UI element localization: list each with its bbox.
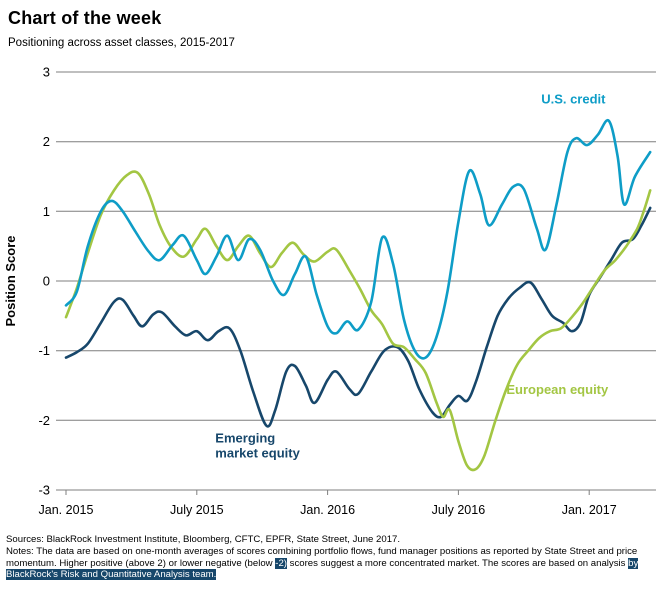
x-tick-label: Jan. 2015 (39, 503, 94, 517)
series-line-u-s-credit (64, 118, 652, 360)
chart-header: Chart of the week Positioning across ass… (0, 0, 663, 56)
chart-footer: Sources: BlackRock Investment Institute,… (0, 526, 663, 581)
page-subtitle: Positioning across asset classes, 2015-2… (8, 37, 235, 49)
x-tick-label: Jan. 2016 (300, 503, 355, 517)
y-tick-label: 2 (43, 134, 50, 149)
series-label-emerging-market-equity: Emerging market equity (215, 431, 300, 461)
x-tick-label: July 2016 (432, 503, 486, 517)
notes-line: Notes: The data are based on one-month a… (6, 546, 655, 581)
y-axis-title: Position Score (3, 235, 18, 326)
y-tick-label: -1 (38, 343, 50, 358)
series-label-european-equity: European equity (506, 382, 609, 397)
notes-highlighted-text: -2) (275, 557, 288, 569)
x-tick-label: Jan. 2017 (562, 503, 617, 517)
x-tick-label: July 2015 (170, 503, 224, 517)
series-line-emerging-market-equity (64, 206, 652, 428)
series-label-u-s-credit: U.S. credit (541, 91, 606, 106)
sources-line: Sources: BlackRock Investment Institute,… (6, 534, 401, 545)
page-title: Chart of the week (8, 8, 162, 28)
notes-text: scores suggest a more concentrated marke… (287, 557, 629, 569)
chart-svg: 3 2 1 0 -1 -2 -3 Jan. 2015 July 2015 Jan. 2016 Jul… (3, 65, 656, 517)
y-tick-label: 0 (43, 274, 50, 289)
y-tick-label: -2 (38, 413, 50, 428)
y-tick-label: -3 (38, 483, 50, 498)
y-tick-label: 1 (43, 204, 50, 219)
y-tick-label: 3 (43, 65, 50, 80)
series-line-european-equity (64, 170, 652, 472)
notes-text: Notes: The data are based on one-month a… (6, 545, 638, 569)
positioning-chart: 3 2 1 0 -1 -2 -3 Jan. 2015 July 2015 Jan. 2016 Jul… (0, 56, 663, 526)
